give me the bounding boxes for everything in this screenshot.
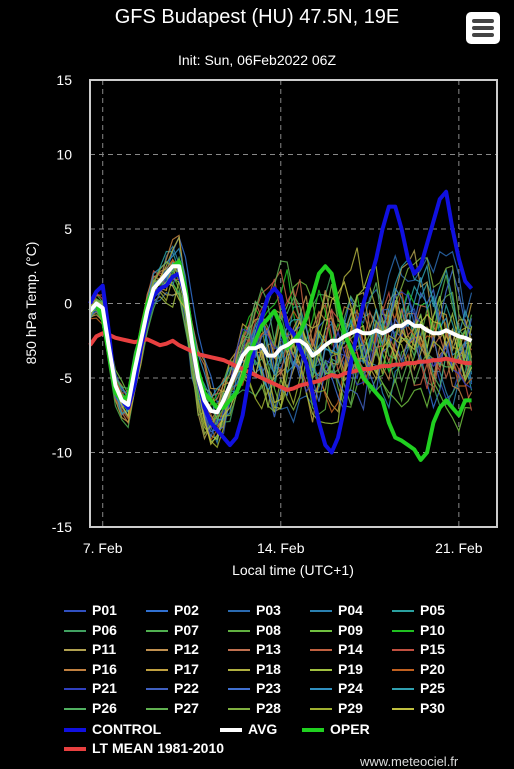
series-line-avg <box>88 264 473 415</box>
legend-item-p06-swatch <box>64 629 86 632</box>
legend-item-p21-label: P21 <box>92 680 117 696</box>
y-tick-label: 10 <box>56 147 72 163</box>
legend-item-p12-swatch <box>146 649 168 651</box>
legend-item-p24-swatch <box>310 688 332 690</box>
legend-item-p08-swatch <box>228 629 250 632</box>
legend-item-p07-label: P07 <box>174 621 199 638</box>
hamburger-menu-icon[interactable] <box>466 12 500 44</box>
x-tick-label: 21. Feb <box>435 540 483 556</box>
legend-item-p05-label: P05 <box>420 602 445 618</box>
legend-item-p09-label: P09 <box>338 621 363 638</box>
legend-item-p03-label: P03 <box>256 602 281 618</box>
legend-item-p14-swatch <box>310 649 332 651</box>
legend-item-p30-label: P30 <box>420 699 445 716</box>
legend-item-p11-swatch <box>64 649 86 651</box>
legend-item-p27-label: P27 <box>174 699 199 716</box>
x-axis-label: Local time (UTC+1) <box>232 562 354 578</box>
legend-item-oper-label: OPER <box>330 721 370 737</box>
legend-item-lt-mean-swatch <box>64 747 86 751</box>
chart-subtitle: Init: Sun, 06Feb2022 06Z <box>178 52 336 68</box>
legend-item-p05-swatch <box>392 610 414 612</box>
series-line-p28 <box>89 257 472 436</box>
x-tick-label: 7. Feb <box>83 540 123 556</box>
legend-item-p25-label: P25 <box>420 680 445 696</box>
legend-item-p23-swatch <box>228 688 250 690</box>
legend-item-p10-label: P10 <box>420 621 445 638</box>
legend-item-p20-swatch <box>392 668 414 671</box>
legend-item-lt-mean-label: LT MEAN 1981-2010 <box>92 740 225 756</box>
legend-item-p16-swatch <box>64 668 86 671</box>
x-tick-label: 14. Feb <box>257 540 305 556</box>
legend-item-p03-swatch <box>228 610 250 612</box>
legend-item-p10-swatch <box>392 629 414 632</box>
chart-grid <box>90 80 497 527</box>
legend-item-p29-swatch <box>310 707 332 710</box>
legend-item-p11-label: P11 <box>92 641 117 657</box>
legend-item-p21-swatch <box>64 688 86 690</box>
legend-item-p19-label: P19 <box>338 660 363 677</box>
legend-item-p17-label: P17 <box>174 660 199 677</box>
chart-legend: P01 P02 P03 P04 P05 P06 P07 P08 P09 P10 P11 P12 P13 P… <box>0 600 514 768</box>
legend-item-p18-label: P18 <box>256 660 281 677</box>
x-ticks: 7. Feb 14. Feb 21. Feb <box>83 540 483 556</box>
series-line-control <box>88 189 474 455</box>
legend-item-p09-swatch <box>310 629 332 632</box>
legend-item-p02-swatch <box>146 610 168 612</box>
legend-item-p06-label: P06 <box>92 621 117 638</box>
legend-item-p18-swatch <box>228 668 250 671</box>
legend-item-p29-label: P29 <box>338 699 363 716</box>
legend-item-p26-swatch <box>64 707 86 710</box>
legend-item-p13-label: P13 <box>256 641 281 657</box>
legend-item-p30-swatch <box>392 707 414 710</box>
chart-canvas: -15 -10 -5 0 5 10 15 7. Feb 14. Feb 21. Feb 850 … <box>23 72 498 578</box>
legend-item-p07-swatch <box>146 629 168 632</box>
y-tick-label: -15 <box>52 519 72 535</box>
y-ticks: -15 -10 -5 0 5 10 15 <box>52 72 72 535</box>
y-axis-label: 850 hPa Temp. (°C) <box>23 242 39 365</box>
y-tick-label: 5 <box>64 221 72 237</box>
legend-item-p23-label: P23 <box>256 680 281 696</box>
y-tick-label: -10 <box>52 445 72 461</box>
legend-item-p13-swatch <box>228 649 250 651</box>
legend-item-p28-label: P28 <box>256 699 281 716</box>
legend-item-p28-swatch <box>228 707 250 710</box>
legend-item-avg-label: AVG <box>248 721 278 737</box>
series-line-lt-mean-1981-2010 <box>88 331 472 392</box>
legend-item-p22-swatch <box>146 688 168 690</box>
legend-item-p14-label: P14 <box>338 641 363 657</box>
footer-watermark: www.meteociel.fr <box>360 754 459 769</box>
legend-item-p01-swatch <box>64 610 86 612</box>
legend-item-p20-label: P20 <box>420 660 445 677</box>
legend-item-p08-label: P08 <box>256 621 281 638</box>
y-tick-label: 15 <box>56 72 72 88</box>
plot-border <box>89 79 498 528</box>
legend-item-p01-label: P01 <box>92 602 117 618</box>
legend-item-oper-swatch <box>302 728 324 732</box>
legend-item-p04-swatch <box>310 610 332 612</box>
legend-item-avg-swatch <box>220 728 242 732</box>
legend-item-p19-swatch <box>310 668 332 671</box>
legend-item-control-label: CONTROL <box>92 721 162 737</box>
legend-item-control-swatch <box>64 728 86 732</box>
legend-item-p15-swatch <box>392 649 414 651</box>
series-line-p24 <box>89 247 473 421</box>
legend-item-p15-label: P15 <box>420 641 445 657</box>
legend-item-p16-label: P16 <box>92 660 117 677</box>
legend-item-p17-swatch <box>146 668 168 671</box>
main-series <box>88 189 474 462</box>
legend-item-p22-label: P22 <box>174 680 199 696</box>
legend-item-p12-label: P12 <box>174 641 199 657</box>
y-tick-label: -5 <box>60 370 73 386</box>
legend-item-p24-label: P24 <box>338 680 363 696</box>
legend-item-p27-swatch <box>146 707 168 710</box>
legend-item-p04-label: P04 <box>338 602 363 618</box>
legend-item-p02-label: P02 <box>174 602 199 618</box>
legend-item-p25-swatch <box>392 688 414 690</box>
legend-item-p26-label: P26 <box>92 699 117 716</box>
chart-title: GFS Budapest (HU) 47.5N, 19E <box>114 6 400 28</box>
y-tick-label: 0 <box>64 296 72 312</box>
